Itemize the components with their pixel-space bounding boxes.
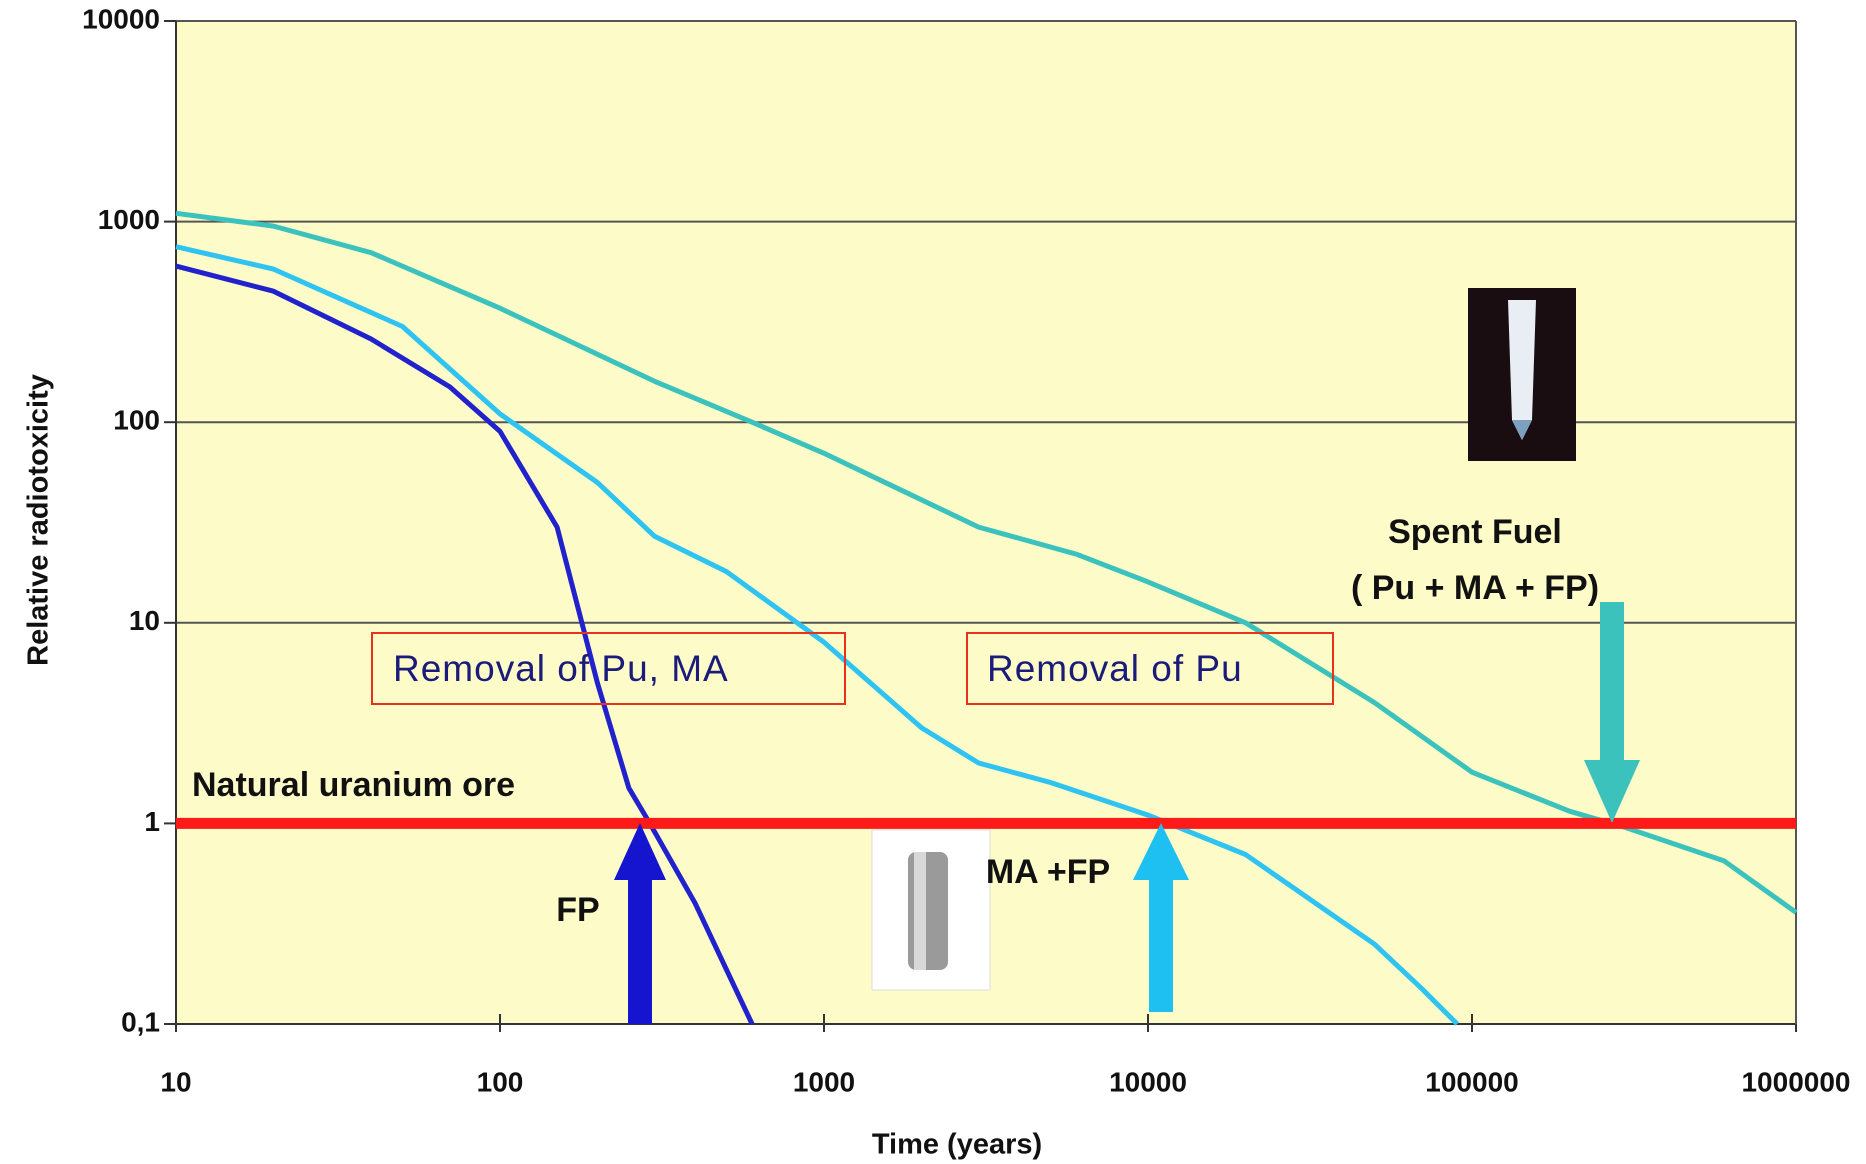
annotation-text: Removal of Pu, MA <box>393 648 729 689</box>
series-line <box>175 263 755 1026</box>
series-line <box>175 244 1459 1026</box>
y-tick-label: 100 <box>113 405 160 436</box>
spent-fuel-label: Spent Fuel <box>1388 513 1562 551</box>
canister-image <box>871 829 991 991</box>
fp-label: FP <box>556 891 599 929</box>
y-tick-label: 1 <box>144 806 160 837</box>
x-tick-label: 1000 <box>793 1066 855 1097</box>
y-axis-title: Relative radiotoxicity <box>23 374 55 666</box>
x-axis-title: Time (years) <box>872 1129 1042 1161</box>
series-line <box>175 210 1798 915</box>
annotation-box <box>371 632 846 705</box>
reference-label: Natural uranium ore <box>192 766 515 804</box>
ma-fp-label: MA +FP <box>986 853 1110 891</box>
ma-fp-arrow <box>1133 823 1189 1012</box>
x-tick-label: 1000000 <box>1741 1066 1850 1097</box>
spent-fuel-label: ( Pu + MA + FP) <box>1351 569 1599 607</box>
annotation-box <box>966 632 1334 705</box>
y-tick-label: 0,1 <box>121 1006 160 1037</box>
y-tick-label: 1000 <box>98 204 160 235</box>
x-tick-label: 100000 <box>1425 1066 1518 1097</box>
y-tick-label: 10000 <box>82 3 160 34</box>
y-tick-label: 10 <box>129 605 160 636</box>
annotation-text: Removal of Pu <box>987 648 1243 689</box>
spent-fuel-arrow <box>1584 602 1640 823</box>
x-tick-label: 10000 <box>1109 1066 1187 1097</box>
fp-arrow <box>614 823 666 1024</box>
x-tick-label: 100 <box>477 1066 524 1097</box>
x-tick-label: 10 <box>160 1066 191 1097</box>
spent-fuel-image <box>1468 288 1576 461</box>
